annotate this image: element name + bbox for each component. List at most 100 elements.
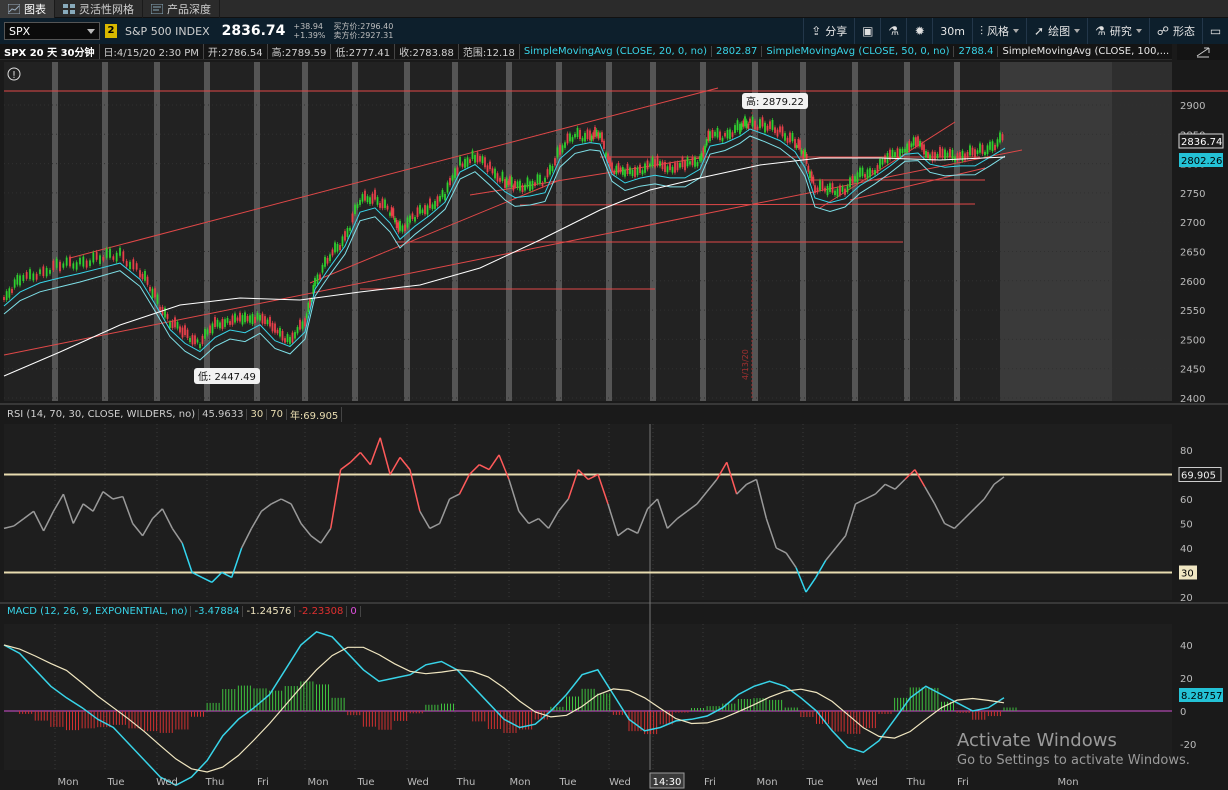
- tab-product-depth[interactable]: 产品深度: [143, 0, 220, 18]
- rsi-segment: [399, 456, 411, 471]
- time-tick: Mon: [509, 777, 530, 788]
- panel-button[interactable]: ▭: [1202, 18, 1228, 44]
- candle-body: [804, 149, 806, 158]
- candle-body: [691, 156, 694, 166]
- candle-body: [346, 228, 349, 237]
- bar-open: 开:2786.54: [204, 44, 268, 59]
- candle-body: [404, 224, 406, 231]
- rsi-segment: [567, 469, 579, 500]
- candle-body: [566, 133, 569, 144]
- time-tick: Mon: [756, 777, 777, 788]
- session-stripe: [556, 62, 562, 401]
- rsi-segment: [488, 454, 500, 471]
- future-area: [1000, 62, 1112, 401]
- snapshot-button[interactable]: ▣: [854, 18, 880, 44]
- candle-body: [809, 171, 811, 178]
- candle-body: [509, 176, 511, 185]
- macd-value: -3.47884: [191, 606, 244, 617]
- candle-body: [629, 167, 631, 175]
- share-button[interactable]: ⇪ 分享: [803, 18, 854, 44]
- candle-body: [259, 315, 261, 321]
- tab-flex-grid[interactable]: 灵活性网格: [55, 0, 143, 18]
- macd-tick: 40: [1180, 641, 1193, 652]
- last-price-marker: 2836.74: [1181, 137, 1222, 148]
- flask-button[interactable]: ⚗: [880, 18, 906, 44]
- sma20-label[interactable]: SimpleMovingAvg (CLOSE, 20, 0, no): [520, 46, 712, 57]
- macd-label[interactable]: MACD (12, 26, 9, EXPONENTIAL, no): [4, 606, 192, 617]
- rsi-segment: [696, 491, 708, 505]
- candle-body: [795, 145, 798, 149]
- drawing-button[interactable]: ➚ 绘图: [1026, 18, 1087, 44]
- rsi-segment: [458, 474, 471, 495]
- candle-body: [5, 291, 8, 301]
- patterns-button[interactable]: ☍ 形态: [1148, 18, 1202, 44]
- candle-body: [617, 162, 620, 173]
- chevron-down-icon[interactable]: [87, 28, 95, 34]
- rsi-label[interactable]: RSI (14, 70, 30, CLOSE, WILDERS, no): [4, 409, 200, 420]
- candle-body: [976, 150, 979, 155]
- candle-body: [105, 248, 108, 258]
- rsi-segment: [835, 535, 847, 549]
- study-info-bar: SPX 20 天 30分钟 日:4/15/20 2:30 PM 开:2786.5…: [0, 44, 1172, 60]
- candle-body: [541, 182, 544, 187]
- collapse-button[interactable]: [1177, 44, 1228, 60]
- candle-body: [621, 167, 624, 175]
- rsi-segment: [706, 478, 718, 493]
- time-tick: Mon: [307, 777, 328, 788]
- candle-body: [209, 325, 211, 334]
- candle-body: [431, 204, 434, 209]
- price-tick: 2500: [1180, 335, 1205, 346]
- sma100-label[interactable]: SimpleMovingAvg (CLOSE, 100,...: [998, 46, 1172, 57]
- rsi-segment: [647, 498, 658, 510]
- price-tick: 2450: [1180, 365, 1205, 376]
- candle-body: [129, 261, 131, 270]
- time-tick: Wed: [609, 777, 631, 788]
- candle-body: [149, 286, 151, 292]
- patterns-label: 形态: [1173, 25, 1195, 38]
- tab-chart[interactable]: 图表: [0, 0, 55, 18]
- future-area-2: [1112, 62, 1172, 401]
- rsi-segment: [736, 483, 748, 495]
- macd-line: [3, 630, 1005, 787]
- candle-body: [742, 120, 745, 127]
- candle-body: [991, 141, 994, 152]
- candle-body: [32, 273, 35, 281]
- rsi-segment: [934, 503, 946, 524]
- candle-body: [419, 205, 421, 214]
- bar-range: 范围:12.18: [459, 44, 520, 59]
- candle-body: [759, 119, 761, 129]
- sma50-label[interactable]: SimpleMovingAvg (CLOSE, 50, 0, no): [762, 46, 955, 57]
- candle-body: [246, 316, 249, 322]
- candle-body: [95, 251, 98, 260]
- candle-body: [649, 163, 651, 167]
- candle-body: [721, 137, 724, 142]
- candle-body: [484, 157, 486, 168]
- net-change: +38.94: [293, 22, 323, 31]
- candle-body: [821, 181, 824, 190]
- candle-body: [619, 167, 622, 173]
- link-group-badge[interactable]: 2: [105, 24, 117, 38]
- candle-body: [211, 323, 214, 334]
- style-button[interactable]: ⫶ 风格: [972, 18, 1026, 44]
- timeframe-button[interactable]: 30m: [932, 18, 972, 44]
- candle-body: [781, 126, 784, 137]
- settings-button[interactable]: ✹: [906, 18, 932, 44]
- candle-body: [851, 176, 854, 184]
- sma100-line: [3, 156, 1006, 377]
- candle-body: [481, 156, 484, 164]
- rsi-segment: [498, 454, 510, 480]
- grid-icon: [63, 3, 75, 14]
- candle-body: [390, 207, 393, 216]
- session-stripe: [254, 62, 260, 401]
- candle-body: [464, 158, 466, 168]
- candle-body: [807, 165, 810, 172]
- price-chart[interactable]: 高: 2879.22低: 2447.494/13/202900285028002…: [0, 60, 1228, 790]
- candle-body: [564, 142, 566, 148]
- candle-body: [426, 205, 429, 215]
- rsi-segment: [617, 527, 629, 537]
- studies-button[interactable]: ⚗ 研究: [1087, 18, 1149, 44]
- candle-body: [112, 256, 115, 260]
- candle-body: [891, 149, 894, 158]
- candle-body: [904, 148, 906, 153]
- symbol-input[interactable]: SPX: [4, 22, 100, 40]
